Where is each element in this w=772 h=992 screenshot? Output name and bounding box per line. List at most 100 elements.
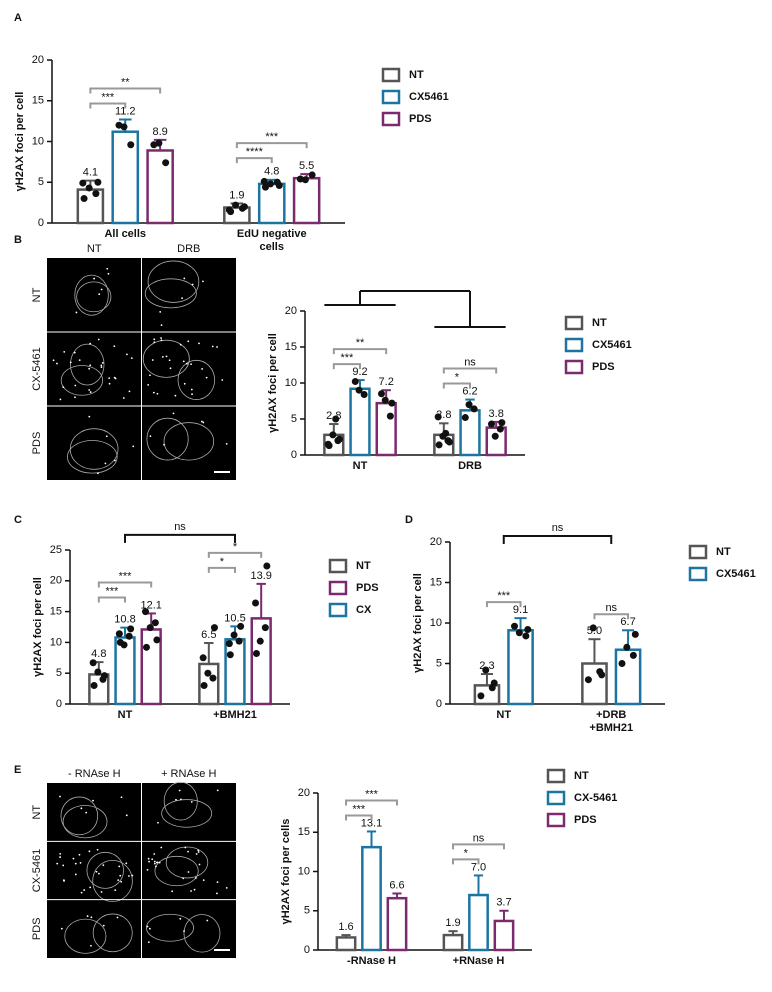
data-point [230, 631, 238, 639]
data-point [629, 651, 637, 659]
significance-bracket [89, 87, 162, 94]
data-point [522, 632, 530, 640]
focus [163, 443, 165, 446]
category-label-box: +RNase H [453, 955, 505, 967]
data-point [465, 401, 473, 409]
data-point [226, 651, 234, 659]
data-point [155, 139, 163, 147]
focus [105, 435, 108, 438]
focus [89, 886, 92, 889]
legend-label: CX5461 [716, 568, 756, 580]
significance-bracket [235, 142, 308, 149]
y-tick-label: 10 [32, 135, 44, 147]
significance-label: *** [105, 585, 119, 597]
significance-label: *** [340, 352, 354, 364]
focus [108, 382, 111, 385]
data-point [94, 178, 102, 186]
focus [86, 915, 89, 917]
legend-swatch [564, 359, 584, 375]
bar [146, 149, 174, 225]
data-point [584, 676, 592, 684]
focus [190, 801, 193, 803]
data-point [115, 630, 123, 638]
nucleus [177, 359, 216, 400]
data-point [482, 666, 490, 674]
significance-bracket [235, 157, 273, 164]
value-label: 4.8 [264, 166, 279, 178]
nucleus [67, 440, 118, 474]
focus [191, 393, 193, 396]
value-label: 2.3 [479, 660, 494, 672]
legend-swatch [564, 315, 584, 331]
y-axis-label: γH2AX foci per cell [267, 333, 279, 433]
legend-swatch [546, 812, 566, 828]
panel-label: A [14, 12, 22, 24]
group-bracket [324, 291, 396, 306]
value-label: 6.5 [201, 629, 216, 641]
focus [151, 359, 154, 361]
data-point [153, 636, 161, 644]
focus [187, 850, 189, 853]
x-tick-label: DRB [458, 460, 482, 472]
focus [216, 892, 218, 895]
focus [56, 862, 59, 865]
micrograph-column-label: DRB [177, 243, 200, 255]
y-axis-label: γH2AX foci per cells [280, 819, 292, 925]
focus [146, 869, 149, 871]
focus [216, 789, 219, 792]
panel-label: D [405, 514, 413, 526]
focus [180, 798, 182, 801]
focus [88, 415, 91, 418]
value-label: 1.9 [445, 917, 460, 929]
value-label: 13.9 [250, 570, 271, 582]
y-tick-label: 15 [430, 576, 442, 588]
data-point [89, 659, 97, 667]
data-point [355, 386, 363, 394]
value-label: 13.1 [361, 817, 382, 829]
legend-swatch [381, 89, 401, 105]
y-tick-label: 0 [38, 217, 44, 229]
focus [183, 382, 186, 385]
legend-swatch [328, 558, 348, 574]
data-point [232, 201, 240, 209]
focus [147, 941, 150, 943]
focus [97, 472, 99, 475]
data-point [470, 405, 478, 413]
legend-label: NT [716, 546, 731, 558]
value-label: 5.5 [299, 160, 314, 172]
legend-label: CX5461 [592, 339, 632, 351]
significance-label: **** [246, 146, 264, 158]
nucleus [183, 914, 221, 953]
focus [184, 846, 187, 849]
focus [74, 396, 76, 399]
focus [153, 860, 156, 863]
focus [120, 796, 123, 799]
focus [153, 862, 156, 865]
significance-label: * [455, 371, 460, 383]
focus [132, 445, 135, 448]
focus [161, 355, 164, 358]
y-tick-label: 15 [298, 826, 310, 838]
y-tick-label: 25 [50, 544, 62, 556]
bar [335, 936, 357, 952]
data-point [445, 438, 453, 446]
focus [202, 879, 205, 882]
focus [62, 386, 65, 389]
focus [79, 861, 82, 864]
focus [74, 862, 77, 865]
value-label: 1.6 [338, 921, 353, 933]
focus [195, 853, 198, 855]
focus [160, 846, 163, 849]
focus [206, 919, 209, 922]
x-tick-label: All cells [104, 228, 147, 240]
focus [211, 345, 214, 348]
focus [106, 267, 109, 270]
nucleus [76, 281, 112, 313]
legend-label: PDS [574, 814, 597, 826]
nucleus [86, 851, 124, 889]
focus [194, 877, 197, 879]
focus [101, 362, 104, 364]
panel-label: C [14, 514, 22, 526]
micrograph-row-label: PDS [31, 918, 43, 941]
focus [182, 877, 185, 880]
